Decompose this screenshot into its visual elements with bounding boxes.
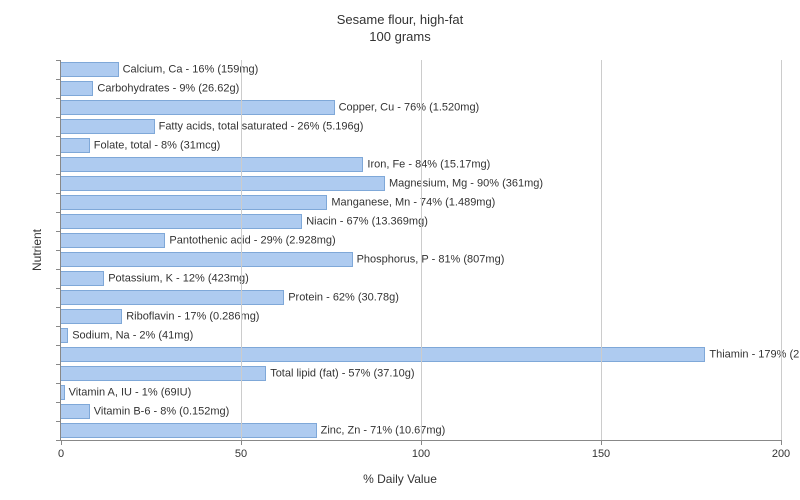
bar-label: Pantothenic acid - 29% (2.928mg) — [169, 235, 335, 246]
bar — [61, 271, 104, 286]
bar — [61, 176, 385, 191]
y-tick — [56, 288, 61, 289]
chart-title: Sesame flour, high-fat 100 grams — [0, 0, 800, 46]
y-tick — [56, 60, 61, 61]
y-tick — [56, 307, 61, 308]
x-tick-label: 100 — [412, 448, 430, 460]
gridline — [781, 60, 782, 440]
bar — [61, 252, 353, 267]
x-tick-label: 200 — [772, 448, 790, 460]
bar-label: Phosphorus, P - 81% (807mg) — [357, 254, 505, 265]
y-tick — [56, 269, 61, 270]
gridline — [421, 60, 422, 440]
bar — [61, 81, 93, 96]
bar — [61, 62, 119, 77]
y-tick — [56, 79, 61, 80]
bar-label: Zinc, Zn - 71% (10.67mg) — [321, 425, 446, 436]
bar — [61, 404, 90, 419]
title-line1: Sesame flour, high-fat — [0, 12, 800, 29]
bar-label: Sodium, Na - 2% (41mg) — [72, 330, 193, 341]
x-tick — [241, 440, 242, 445]
y-tick — [56, 440, 61, 441]
bar-label: Niacin - 67% (13.369mg) — [306, 216, 428, 227]
y-axis-label: Nutrient — [30, 229, 44, 271]
x-tick — [421, 440, 422, 445]
y-tick — [56, 383, 61, 384]
y-tick — [56, 155, 61, 156]
bar — [61, 423, 317, 438]
bar-label: Vitamin B-6 - 8% (0.152mg) — [94, 406, 230, 417]
y-tick — [56, 174, 61, 175]
y-tick — [56, 421, 61, 422]
bar-label: Riboflavin - 17% (0.286mg) — [126, 311, 259, 322]
bar — [61, 214, 302, 229]
bar — [61, 233, 165, 248]
y-tick — [56, 117, 61, 118]
bar-label: Potassium, K - 12% (423mg) — [108, 273, 249, 284]
bar-label: Iron, Fe - 84% (15.17mg) — [367, 159, 490, 170]
bar-label: Carbohydrates - 9% (26.62g) — [97, 83, 239, 94]
bar — [61, 100, 335, 115]
bar — [61, 309, 122, 324]
bar — [61, 328, 68, 343]
bar-label: Fatty acids, total saturated - 26% (5.19… — [159, 121, 364, 132]
bar — [61, 119, 155, 134]
x-tick — [781, 440, 782, 445]
bar — [61, 290, 284, 305]
title-line2: 100 grams — [0, 29, 800, 46]
y-tick — [56, 212, 61, 213]
x-axis-label: % Daily Value — [363, 472, 437, 486]
y-tick — [56, 250, 61, 251]
bar-label: Protein - 62% (30.78g) — [288, 292, 399, 303]
bar — [61, 385, 65, 400]
y-tick — [56, 231, 61, 232]
y-tick — [56, 364, 61, 365]
x-tick — [601, 440, 602, 445]
bar — [61, 138, 90, 153]
bar-label: Magnesium, Mg - 90% (361mg) — [389, 178, 543, 189]
bar-label: Vitamin A, IU - 1% (69IU) — [69, 387, 192, 398]
x-tick — [61, 440, 62, 445]
bar-label: Manganese, Mn - 74% (1.489mg) — [331, 197, 495, 208]
gridline — [241, 60, 242, 440]
gridline — [601, 60, 602, 440]
bar-label: Calcium, Ca - 16% (159mg) — [123, 64, 259, 75]
x-tick-label: 150 — [592, 448, 610, 460]
plot-area: Calcium, Ca - 16% (159mg) Carbohydrates -… — [60, 60, 781, 441]
bar — [61, 347, 705, 362]
y-tick — [56, 136, 61, 137]
y-tick — [56, 326, 61, 327]
x-tick-label: 0 — [58, 448, 64, 460]
bar-label: Folate, total - 8% (31mcg) — [94, 140, 221, 151]
bar — [61, 195, 327, 210]
y-tick — [56, 98, 61, 99]
chart-container: Sesame flour, high-fat 100 grams Nutrien… — [0, 0, 800, 500]
bar — [61, 366, 266, 381]
bar-label: Copper, Cu - 76% (1.520mg) — [339, 102, 480, 113]
y-tick — [56, 193, 61, 194]
bar-label: Thiamin - 179% (2.684mg) — [709, 349, 800, 360]
y-tick — [56, 345, 61, 346]
x-tick-label: 50 — [235, 448, 247, 460]
bar — [61, 157, 363, 172]
bar-label: Total lipid (fat) - 57% (37.10g) — [270, 368, 414, 379]
y-tick — [56, 402, 61, 403]
